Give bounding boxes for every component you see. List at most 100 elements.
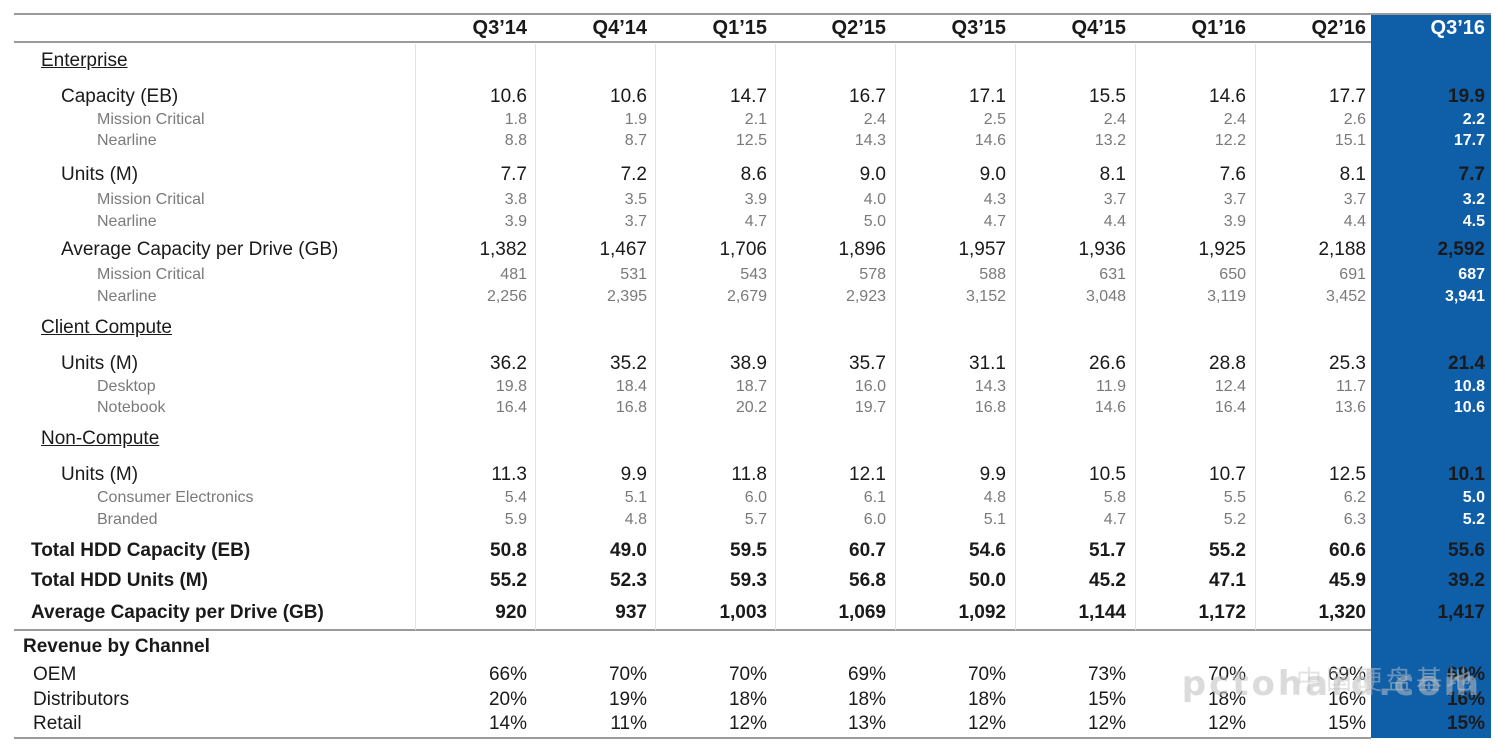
table-cell: 11.9 [1096, 378, 1126, 395]
table-cell: 5.0 [1462, 489, 1485, 506]
row-label: Enterprise [41, 50, 128, 71]
row-label: Mission Critical [97, 111, 205, 128]
table-cell: 3.7 [1223, 191, 1246, 208]
table-cell: 10.6 [610, 86, 647, 107]
table-cell: 8.6 [740, 164, 767, 185]
table-cell: 4.8 [624, 511, 647, 528]
table-cell: 5.1 [983, 511, 1006, 528]
table-cell: 1,320 [1318, 602, 1366, 623]
column-header: Q4’15 [1071, 17, 1126, 39]
table-cell: 2,923 [845, 288, 886, 305]
table-cell: 1,417 [1437, 602, 1485, 623]
table-cell: 50.8 [490, 540, 527, 561]
table-cell: 5.2 [1223, 511, 1246, 528]
table-cell: 35.7 [849, 353, 886, 374]
table-cell: 17.7 [1329, 86, 1366, 107]
table-cell: 2,256 [486, 288, 527, 305]
top-rule [14, 13, 1491, 15]
table-cell: 18% [1207, 689, 1246, 710]
table-cell: 3,941 [1444, 288, 1485, 305]
column-separator [1015, 44, 1016, 630]
table-cell: 1,382 [479, 239, 527, 260]
table-cell: 12.1 [849, 464, 886, 485]
table-cell: 12.5 [735, 132, 767, 149]
row-label: Distributors [33, 689, 130, 710]
table-cell: 19.8 [495, 378, 527, 395]
highlighted-column-background [1371, 14, 1491, 738]
table-cell: 13.2 [1094, 132, 1126, 149]
table-cell: 16% [1327, 689, 1366, 710]
table-cell: 687 [1458, 266, 1485, 283]
table-cell: 3,452 [1325, 288, 1366, 305]
row-label: Revenue by Channel [23, 636, 210, 657]
table-cell: 2.4 [1103, 111, 1126, 128]
table-cell: 12% [967, 713, 1006, 734]
table-cell: 20.2 [735, 399, 767, 416]
table-cell: 2,592 [1437, 239, 1485, 260]
table-cell: 45.9 [1329, 570, 1366, 591]
table-cell: 13% [847, 713, 886, 734]
table-cell: 14.7 [730, 86, 767, 107]
row-label: Units (M) [61, 164, 139, 185]
table-cell: 3,119 [1207, 288, 1246, 305]
table-cell: 16.4 [1214, 399, 1246, 416]
column-header: Q2’16 [1311, 17, 1366, 39]
table-cell: 4.3 [983, 191, 1006, 208]
table-cell: 2,679 [726, 288, 767, 305]
table-cell: 10.5 [1089, 464, 1126, 485]
table-cell: 69% [1327, 664, 1366, 685]
row-label: Capacity (EB) [61, 86, 179, 107]
table-cell: 55.2 [1209, 540, 1246, 561]
table-cell: 6.3 [1343, 511, 1366, 528]
row-label: Units (M) [61, 464, 139, 485]
table-cell: 2.1 [744, 111, 767, 128]
table-cell: 9.9 [979, 464, 1006, 485]
table-cell: 14.6 [1094, 399, 1126, 416]
column-header: Q1’15 [712, 17, 767, 39]
table-cell: 3.2 [1462, 191, 1485, 208]
table-cell: 19% [608, 689, 647, 710]
table-cell: 35.2 [610, 353, 647, 374]
table-cell: 38.9 [730, 353, 767, 374]
table-cell: 70% [1207, 664, 1246, 685]
table-cell: 1.9 [624, 111, 647, 128]
table-cell: 4.0 [863, 191, 886, 208]
table-cell: 14.6 [1209, 86, 1246, 107]
table-cell: 6.0 [863, 511, 886, 528]
table-cell: 3.7 [1103, 191, 1126, 208]
table-cell: 66% [488, 664, 527, 685]
table-cell: 52.3 [610, 570, 647, 591]
table-cell: 10.7 [1209, 464, 1246, 485]
table-cell: 17.7 [1453, 132, 1485, 149]
row-label: Nearline [97, 132, 157, 149]
table-cell: 21.4 [1448, 353, 1485, 374]
table-cell: 1,467 [599, 239, 647, 260]
table-cell: 15% [1327, 713, 1366, 734]
table-cell: 3.7 [1343, 191, 1366, 208]
table-cell: 17.1 [969, 86, 1006, 107]
table-cell: 1,706 [719, 239, 767, 260]
table-cell: 691 [1339, 266, 1366, 283]
table-cell: 8.1 [1339, 164, 1366, 185]
table-cell: 18% [967, 689, 1006, 710]
row-label: Non-Compute [41, 428, 160, 449]
table-cell: 5.2 [1462, 511, 1485, 528]
table-cell: 9.0 [979, 164, 1006, 185]
table-cell: 9.9 [620, 464, 647, 485]
table-cell: 1,003 [719, 602, 767, 623]
table-cell: 7.2 [620, 164, 647, 185]
table-cell: 25.3 [1329, 353, 1366, 374]
table-cell: 12% [1087, 713, 1126, 734]
table-cell: 18.4 [615, 378, 647, 395]
table-cell: 69% [1446, 664, 1485, 685]
table-cell: 8.1 [1099, 164, 1126, 185]
column-separator [655, 44, 656, 630]
table-cell: 1,896 [838, 239, 886, 260]
column-header: Q2’15 [831, 17, 886, 39]
table-cell: 4.4 [1343, 213, 1366, 230]
table-cell: 12% [728, 713, 767, 734]
table-cell: 5.1 [624, 489, 647, 506]
row-label: Average Capacity per Drive (GB) [61, 239, 339, 260]
table-cell: 12.4 [1214, 378, 1246, 395]
table-cell: 54.6 [969, 540, 1006, 561]
